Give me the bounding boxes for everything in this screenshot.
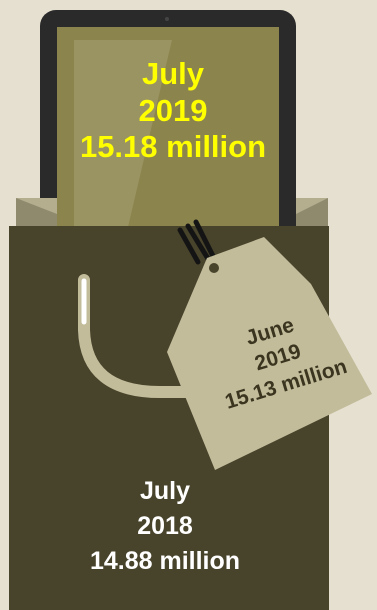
bag-handle-strap xyxy=(78,274,216,398)
price-tag-hole xyxy=(209,263,219,273)
tablet-device xyxy=(40,10,296,250)
bag-month: July xyxy=(139,477,191,505)
tablet-year: 2019 xyxy=(138,92,208,128)
bag-handle xyxy=(78,274,216,398)
bag-side-flap-right-shadow xyxy=(296,198,328,226)
tablet-date-value-label: July 2019 15.18 million xyxy=(62,56,284,166)
price-tag-body xyxy=(167,237,372,470)
tablet-value: 15.18 million xyxy=(79,129,267,165)
tablet-screen xyxy=(57,27,279,227)
tablet-camera xyxy=(165,17,169,21)
bag-year: 2018 xyxy=(137,512,193,540)
bag-date-value-label: July 2018 14.88 million xyxy=(40,474,290,579)
price-tag xyxy=(167,237,372,470)
tablet-screen-glare xyxy=(74,40,172,227)
bag-side-flap-left-shadow xyxy=(16,198,57,226)
bag-value: 14.88 million xyxy=(89,547,241,575)
tablet-month: July xyxy=(141,56,205,91)
